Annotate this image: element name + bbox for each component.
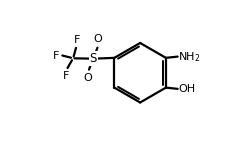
- Text: NH$_2$: NH$_2$: [178, 50, 201, 64]
- Text: OH: OH: [178, 84, 195, 94]
- Text: S: S: [89, 52, 97, 65]
- Text: F: F: [53, 51, 60, 61]
- Text: O: O: [94, 34, 103, 44]
- Text: F: F: [63, 71, 69, 81]
- Text: O: O: [84, 73, 93, 83]
- Text: F: F: [74, 35, 80, 45]
